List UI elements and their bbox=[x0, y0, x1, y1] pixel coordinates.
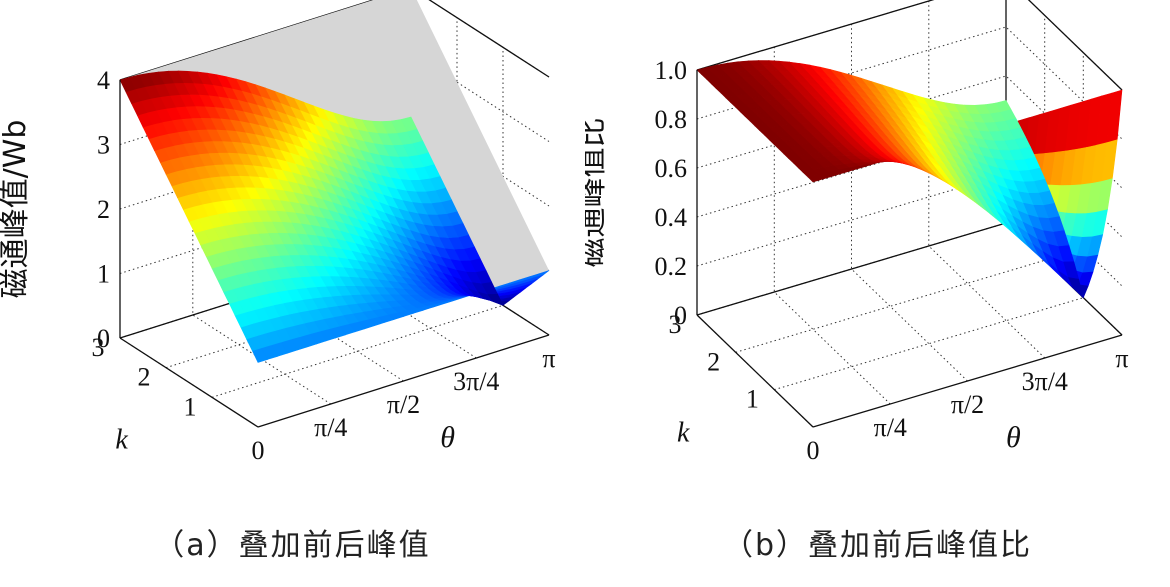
surface-mesh bbox=[696, 60, 1123, 299]
x-tick-label: 0 bbox=[807, 436, 820, 465]
z-tick-label: 2 bbox=[97, 195, 110, 224]
x-tick-label: π/4 bbox=[314, 413, 347, 442]
z-axis-label: 磁通峰值/Wb bbox=[0, 120, 33, 299]
box-edge bbox=[696, 0, 935, 71]
x-tick-label: π bbox=[1115, 344, 1128, 373]
x-tick-label: π/4 bbox=[874, 413, 907, 442]
x-tick-label: π bbox=[542, 344, 555, 373]
y-tick-label: 3 bbox=[92, 333, 105, 362]
surface-patch bbox=[400, 116, 418, 132]
front-axes bbox=[119, 80, 550, 428]
y-tick-label: 2 bbox=[138, 363, 151, 392]
y-axis-label: k bbox=[677, 417, 690, 448]
y-tick-label: 1 bbox=[184, 392, 197, 421]
z-tick-label: 3 bbox=[97, 131, 110, 160]
box-edge bbox=[1027, 0, 1123, 91]
x-tick-label: 3π/4 bbox=[1022, 367, 1068, 396]
box-edge bbox=[428, 0, 550, 78]
z-tick-label: 0 bbox=[674, 301, 687, 330]
x-grid-line bbox=[265, 34, 404, 382]
axis-line bbox=[119, 337, 259, 428]
z-tick-label: 0.6 bbox=[655, 154, 688, 183]
z-grid-line bbox=[119, 116, 550, 210]
surface-patch bbox=[995, 100, 1012, 113]
y-tick-label: 1 bbox=[746, 385, 759, 414]
y-grid-line bbox=[211, 47, 504, 398]
axis-line bbox=[812, 334, 1123, 428]
caption-b: （b）叠加前后峰值比 bbox=[722, 528, 1033, 563]
z-tick-label: 4 bbox=[97, 66, 110, 95]
x-tick-label: 3π/4 bbox=[453, 367, 499, 396]
x-axis-label: θ bbox=[1006, 421, 1021, 454]
z-grid-line bbox=[119, 51, 550, 145]
caption-a: （a）叠加前后峰值 bbox=[154, 528, 431, 563]
y-tick-label: 2 bbox=[707, 347, 720, 376]
z-tick-label: 0.8 bbox=[655, 105, 688, 134]
surface-mesh bbox=[119, 70, 550, 363]
z-axis-label: 磁通峰值比 bbox=[585, 118, 610, 268]
x-grid-line bbox=[928, 1, 1046, 359]
z-tick-label: 1.0 bbox=[655, 56, 688, 85]
z-tick-label: 1 bbox=[97, 260, 110, 289]
panel-a: 0 π/4 π/2 3π/4 π 1 2 3 0 1 2 3 4 θ k 磁通峰值/Wb （a）叠加前后峰值 bbox=[0, 0, 556, 563]
x-grid-line bbox=[192, 57, 332, 405]
y-axis-label: k bbox=[115, 424, 128, 455]
x-grid-line bbox=[337, 11, 477, 359]
z-tick-label: 0 bbox=[97, 324, 110, 353]
front-axes bbox=[696, 70, 1123, 428]
z-tick-label: 0.4 bbox=[655, 203, 688, 232]
x-tick-label: π/2 bbox=[951, 390, 984, 419]
axis-line bbox=[696, 314, 814, 428]
box-edge bbox=[696, 222, 1007, 316]
x-tick-label: π/2 bbox=[387, 390, 420, 419]
panel-b: 0 π/4 π/2 3π/4 π 1 2 3 0 0.2 0.4 0.6 0.8 1.0 θ k 磁通峰值比 （… bbox=[585, 0, 1170, 587]
x-axis-label: θ bbox=[440, 421, 455, 454]
axis-line bbox=[257, 334, 550, 428]
y-tick-label: 3 bbox=[669, 310, 682, 339]
x-tick-label: 0 bbox=[252, 436, 265, 465]
z-tick-label: 0.2 bbox=[655, 252, 688, 281]
